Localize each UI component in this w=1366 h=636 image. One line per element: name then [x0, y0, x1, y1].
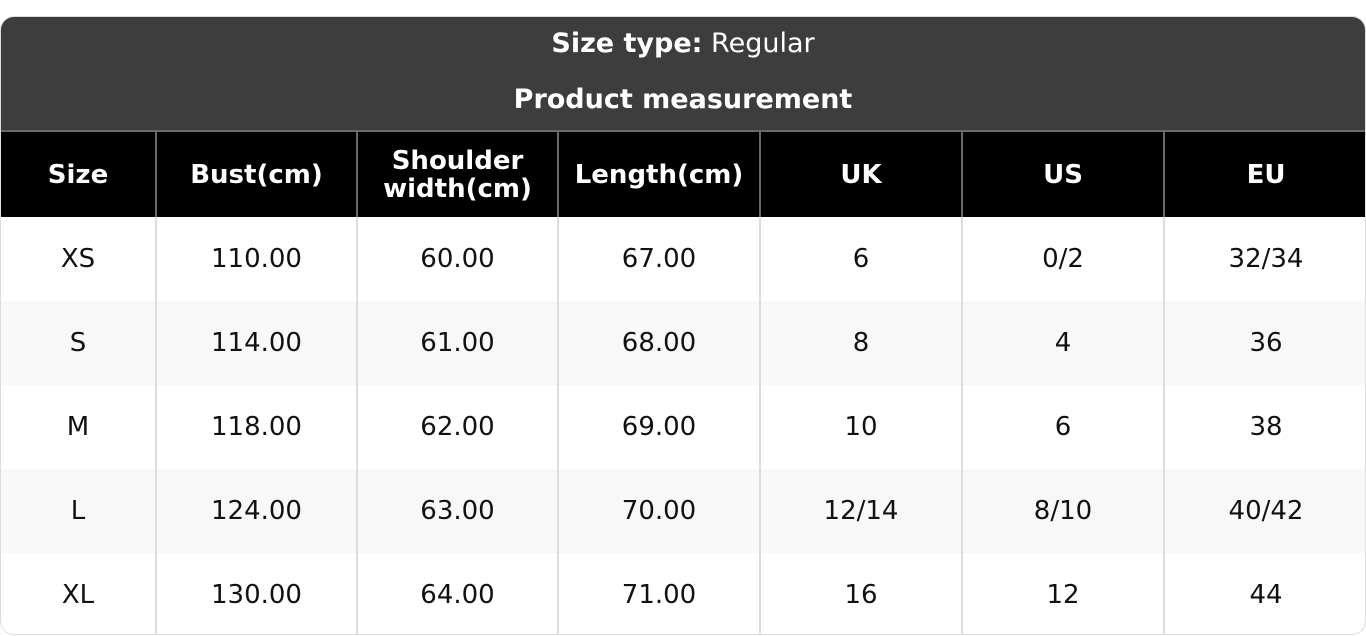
table-cell: XL [61, 580, 95, 610]
table-cell: 69.00 [557, 385, 760, 469]
column-header: Bust(cm) [155, 130, 357, 217]
table-cell: XS [60, 244, 96, 274]
table-cell: 0/2 [961, 217, 1164, 301]
subtitle: Product measurement [513, 84, 853, 115]
table-header-row: Size Bust(cm) Shoulder width(cm) Length(cm)… [1, 130, 1365, 217]
table-cell: 4 [961, 301, 1164, 385]
column-header: US [961, 130, 1164, 217]
table-cell: 71.00 [557, 553, 760, 634]
table-cell: 6 [961, 385, 1164, 469]
size-type: Size type: Regular [1, 27, 1365, 61]
table-cell: 12 [961, 553, 1164, 634]
table-cell: 44 [1163, 553, 1365, 634]
size-type-value: Regular [711, 28, 815, 59]
table-row: XS 110.00 60.00 67.00 6 0/2 32/34 [1, 217, 1365, 301]
table-cell: 68.00 [557, 301, 760, 385]
table-cell: 36 [1163, 301, 1365, 385]
table-cell: L [1, 469, 156, 553]
table-cell: 6 [759, 217, 962, 301]
table-cell: 8/10 [961, 469, 1164, 553]
table-cell: 12/14 [759, 469, 962, 553]
column-header: Shoulder width(cm) [356, 130, 558, 217]
size-chart: Size type: Regular Product measurement S… [0, 16, 1366, 635]
measurement-table: Size Bust(cm) Shoulder width(cm) Length(cm)… [1, 130, 1365, 634]
table-cell: 60.00 [356, 217, 558, 301]
table-cell: 8 [759, 301, 962, 385]
table-cell: 67.00 [557, 217, 760, 301]
table-cell: M [66, 412, 90, 442]
size-chart-header: Size type: Regular Product measurement [1, 17, 1365, 130]
table-cell: 110.00 [155, 217, 357, 301]
table-cell: 63.00 [356, 469, 558, 553]
table-cell: 61.00 [356, 301, 558, 385]
table-cell: 38 [1163, 385, 1365, 469]
table-row: XL 130.00 64.00 71.00 16 12 44 [1, 553, 1365, 634]
table-cell: 40/42 [1163, 469, 1365, 553]
table-cell: 16 [759, 553, 962, 634]
column-header: Length(cm) [557, 130, 760, 217]
table-cell: 114.00 [155, 301, 357, 385]
table-cell: 130.00 [155, 553, 357, 634]
table-cell: 10 [759, 385, 962, 469]
table-row: L 124.00 63.00 70.00 12/14 8/10 40/42 [1, 469, 1365, 553]
table-row: S 114.00 61.00 68.00 8 4 36 [1, 301, 1365, 385]
table-cell: 62.00 [356, 385, 558, 469]
table-cell: 64.00 [356, 553, 558, 634]
column-header: Size [1, 130, 156, 217]
table-cell: S [1, 301, 156, 385]
table-cell: 70.00 [557, 469, 760, 553]
table-cell: 118.00 [155, 385, 357, 469]
column-header: EU [1163, 130, 1365, 217]
table-cell: 32/34 [1163, 217, 1365, 301]
table-row: M 118.00 62.00 69.00 10 6 38 [1, 385, 1365, 469]
size-type-label: Size type: [551, 28, 703, 59]
column-header: UK [759, 130, 962, 217]
table-cell: 124.00 [155, 469, 357, 553]
